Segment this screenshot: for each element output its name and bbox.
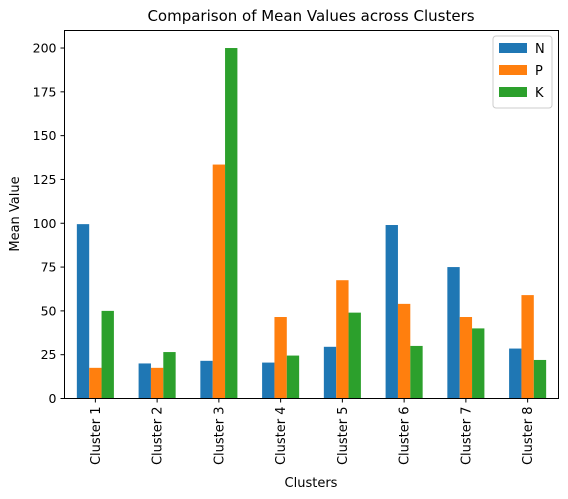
y-tick-label: 125 xyxy=(33,172,57,187)
bar-p-2 xyxy=(150,367,164,399)
bar-k-5 xyxy=(348,312,361,399)
bar-n-4 xyxy=(262,362,275,399)
bar-n-3 xyxy=(200,360,213,399)
legend-swatch-k xyxy=(499,87,527,97)
bar-p-5 xyxy=(336,280,349,399)
bar-k-7 xyxy=(472,328,485,399)
x-tick-label: Cluster 4 xyxy=(274,407,289,466)
x-axis-label: Clusters xyxy=(285,476,338,491)
x-tick-label: Cluster 7 xyxy=(459,407,474,466)
x-tick-label: Cluster 1 xyxy=(89,407,104,466)
bar-p-1 xyxy=(89,367,102,399)
legend-label-k: K xyxy=(535,86,544,101)
y-tick-label: 75 xyxy=(41,260,57,275)
y-tick-label: 100 xyxy=(33,216,57,231)
bar-n-5 xyxy=(323,346,337,399)
x-tick-label: Cluster 3 xyxy=(212,407,227,466)
y-tick-label: 0 xyxy=(49,391,57,406)
plot-area: 0 25 50 75 100 125 150 175 200 Cluster 1 Cluster 2… xyxy=(33,41,547,466)
y-tick-label: 150 xyxy=(33,128,57,143)
chart-title: Comparison of Mean Values across Cluster… xyxy=(147,7,474,25)
bar-k-4 xyxy=(286,355,300,399)
y-tick-label: 200 xyxy=(33,41,57,56)
bar-k-3 xyxy=(225,48,238,399)
x-tick-label: Cluster 6 xyxy=(398,407,413,466)
x-tick-label: Cluster 5 xyxy=(336,407,351,466)
bar-k-8 xyxy=(533,359,547,399)
legend-swatch-p xyxy=(499,65,527,75)
bar-p-4 xyxy=(274,317,287,399)
legend: NPK xyxy=(492,35,553,109)
bar-p-6 xyxy=(397,303,411,399)
bar-n-2 xyxy=(138,363,151,399)
bar-p-3 xyxy=(212,164,226,399)
bar-p-8 xyxy=(521,295,534,399)
bar-n-1 xyxy=(76,224,90,399)
y-tick-label: 25 xyxy=(41,347,57,362)
bar-n-6 xyxy=(385,225,398,399)
legend-label-p: P xyxy=(535,64,543,79)
x-tick-label: Cluster 2 xyxy=(151,407,166,466)
bar-k-1 xyxy=(101,310,114,399)
y-tick-label: 50 xyxy=(41,303,57,318)
y-axis-label: Mean Value xyxy=(8,176,23,251)
bar-k-2 xyxy=(163,352,176,399)
x-tick-label: Cluster 8 xyxy=(521,407,536,466)
bar-n-7 xyxy=(447,267,460,399)
bar-k-6 xyxy=(410,345,423,399)
legend-swatch-n xyxy=(499,43,527,53)
bar-n-8 xyxy=(509,348,522,399)
plot-frame xyxy=(64,30,559,399)
bar-p-7 xyxy=(459,317,473,399)
y-tick-label: 175 xyxy=(33,84,57,99)
legend-label-n: N xyxy=(535,42,545,57)
